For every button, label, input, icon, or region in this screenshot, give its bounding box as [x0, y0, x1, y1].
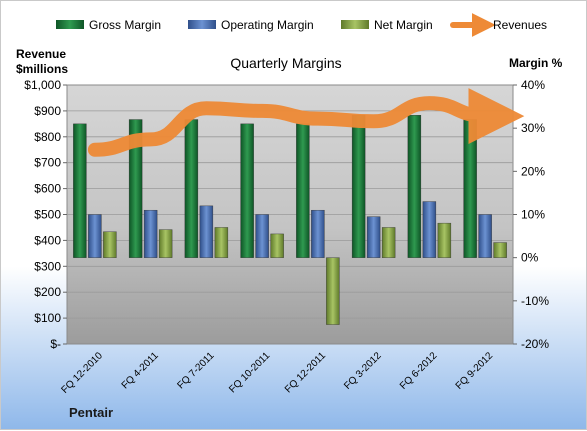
y-left-label-line2: $millions	[16, 62, 68, 76]
x-tick-label: FQ 9-2012	[454, 350, 496, 392]
bar-operating-margin	[311, 209, 325, 258]
x-tick-label: FQ 7-2011	[175, 350, 216, 391]
legend-swatch-operating-margin	[188, 20, 216, 29]
y-left-tick-label: $800	[34, 130, 61, 144]
bar-net-margin	[381, 227, 396, 258]
bar-gross-margin	[296, 123, 310, 258]
bar-net-margin	[158, 229, 173, 258]
y-right-tick-label: 30%	[521, 121, 545, 135]
x-tick-label: FQ 4-2011	[120, 350, 161, 391]
company-label: Pentair	[69, 405, 113, 420]
chart-title: Quarterly Margins	[230, 55, 341, 71]
bar-gross-margin	[351, 115, 366, 258]
y-right-tick-label: 20%	[521, 164, 545, 178]
bar-net-margin	[214, 227, 229, 258]
legend: Gross Margin Operating Margin Net Margin…	[56, 13, 547, 37]
y-left-tick-label: $100	[34, 311, 61, 325]
revenue-line	[87, 88, 525, 157]
legend-label-net-margin: Net Margin	[374, 18, 433, 32]
bar-gross-margin	[240, 123, 254, 258]
y-left-tick-label: $1,000	[24, 78, 61, 92]
bar-operating-margin	[422, 201, 437, 258]
y-right-tick-label: -10%	[521, 294, 549, 308]
y-right-tick-label: 0%	[521, 251, 539, 265]
legend-label-revenues: Revenues	[493, 18, 547, 32]
y-right-tick-label: 40%	[521, 78, 545, 92]
bar-operating-margin	[255, 214, 269, 258]
y-left-tick-label: $700	[34, 156, 61, 170]
x-tick-label: FQ 12-2010	[59, 350, 105, 396]
y-left-tick-label: $600	[34, 182, 61, 196]
bar-gross-margin	[128, 119, 143, 258]
bar-operating-margin	[143, 209, 158, 258]
y-right-label: Margin %	[509, 56, 563, 70]
legend-label-operating-margin: Operating Margin	[221, 18, 314, 32]
y-left-label-line1: Revenue	[16, 47, 66, 61]
bar-net-margin	[326, 257, 340, 325]
legend-label-gross-margin: Gross Margin	[89, 18, 161, 32]
bar-operating-margin	[199, 205, 214, 258]
bar-gross-margin	[407, 115, 422, 258]
bar-net-margin	[270, 233, 284, 258]
bar-net-margin	[103, 231, 117, 258]
y-left-tick-label: $-	[50, 337, 61, 351]
bar-operating-margin	[88, 214, 102, 258]
bar-gross-margin	[184, 119, 199, 258]
legend-swatch-net-margin	[341, 20, 369, 29]
y-left-tick-label: $500	[34, 208, 61, 222]
x-tick-label: FQ 6-2012	[398, 350, 440, 392]
legend-swatch-gross-margin	[56, 20, 84, 29]
bar-operating-margin	[366, 216, 381, 258]
y-left-tick-label: $400	[34, 233, 61, 247]
x-tick-label: FQ 12-2011	[283, 350, 328, 395]
bar-gross-margin	[463, 119, 477, 258]
bar-operating-margin	[478, 214, 492, 258]
y-left-tick-label: $300	[34, 259, 61, 273]
bar-net-margin	[493, 242, 507, 258]
y-left-tick-label: $200	[34, 285, 61, 299]
bar-net-margin	[437, 222, 452, 258]
x-tick-label: FQ 3-2012	[342, 350, 384, 392]
x-tick-label: FQ 10-2011	[227, 350, 272, 395]
y-left-tick-label: $900	[34, 104, 61, 118]
bar-gross-margin	[73, 123, 87, 258]
y-right-tick-label: 10%	[521, 208, 545, 222]
y-right-tick-label: -20%	[521, 337, 549, 351]
